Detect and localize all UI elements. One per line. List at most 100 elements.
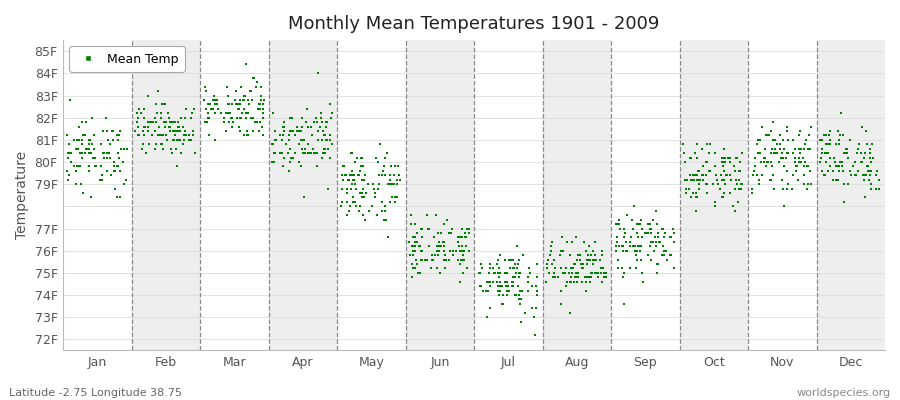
Point xyxy=(773,146,788,152)
Point xyxy=(751,137,765,143)
Point xyxy=(717,181,732,187)
Point xyxy=(422,243,436,250)
Point xyxy=(491,283,505,289)
Point xyxy=(686,190,700,196)
Point xyxy=(301,141,315,148)
Point xyxy=(858,150,872,156)
Point xyxy=(649,243,663,250)
Point xyxy=(419,212,434,218)
Point xyxy=(155,101,169,108)
Point xyxy=(237,132,251,139)
Point xyxy=(294,128,309,134)
Point xyxy=(772,159,787,165)
Point xyxy=(301,123,315,130)
Point xyxy=(169,137,184,143)
Point xyxy=(788,159,803,165)
Point xyxy=(390,181,404,187)
Point xyxy=(835,163,850,170)
Point xyxy=(780,168,795,174)
Point xyxy=(230,101,245,108)
Point xyxy=(821,141,835,148)
Point xyxy=(547,256,562,263)
Point xyxy=(130,123,145,130)
Point xyxy=(544,239,559,245)
Point xyxy=(823,141,837,148)
Point xyxy=(693,176,707,183)
Point xyxy=(283,159,297,165)
Point xyxy=(207,92,221,99)
Point xyxy=(200,119,214,125)
Point xyxy=(334,203,348,210)
Point xyxy=(294,137,309,143)
Point xyxy=(500,292,514,298)
Point xyxy=(226,119,240,125)
Point xyxy=(252,128,266,134)
Point xyxy=(201,114,215,121)
Point xyxy=(436,221,451,227)
Point xyxy=(700,141,715,148)
Point xyxy=(542,270,556,276)
Point xyxy=(633,248,647,254)
Point xyxy=(753,137,768,143)
Point xyxy=(715,154,729,161)
Point xyxy=(516,252,530,258)
Point xyxy=(379,216,393,223)
Point xyxy=(857,176,871,183)
Point xyxy=(719,172,733,178)
Point xyxy=(216,119,230,125)
Point xyxy=(310,119,325,125)
Point xyxy=(276,123,291,130)
Point xyxy=(68,181,83,187)
Point xyxy=(690,194,705,201)
Point xyxy=(105,137,120,143)
Point xyxy=(288,132,302,139)
Point xyxy=(588,270,602,276)
Point xyxy=(130,110,145,116)
Point xyxy=(683,172,698,178)
Point xyxy=(496,301,510,307)
Point xyxy=(644,243,658,250)
Point xyxy=(420,256,435,263)
Point xyxy=(158,123,173,130)
Point xyxy=(142,119,157,125)
Point xyxy=(87,163,102,170)
Point xyxy=(521,287,535,294)
Point xyxy=(518,310,532,316)
Point xyxy=(241,132,256,139)
Point xyxy=(414,225,428,232)
Point xyxy=(86,146,101,152)
Point xyxy=(799,186,814,192)
Point xyxy=(237,92,251,99)
Point xyxy=(161,110,176,116)
Point xyxy=(220,110,235,116)
Point xyxy=(457,230,472,236)
Point xyxy=(232,123,247,130)
Point xyxy=(726,163,741,170)
Point xyxy=(512,270,526,276)
Point xyxy=(373,141,387,148)
Point xyxy=(732,176,746,183)
Point xyxy=(523,270,537,276)
Point xyxy=(841,181,855,187)
Point xyxy=(314,110,328,116)
Point xyxy=(139,150,153,156)
Point xyxy=(266,159,280,165)
Point xyxy=(62,141,77,148)
Point xyxy=(236,97,250,103)
Point xyxy=(319,119,333,125)
Point xyxy=(377,208,392,214)
Point xyxy=(554,234,569,240)
Point xyxy=(414,248,428,254)
Point xyxy=(565,239,580,245)
Point xyxy=(860,141,874,148)
Y-axis label: Temperature: Temperature xyxy=(15,151,29,239)
Point xyxy=(318,150,332,156)
Point xyxy=(543,252,557,258)
Point xyxy=(492,283,507,289)
Point xyxy=(431,230,446,236)
Point xyxy=(440,216,454,223)
Point xyxy=(371,186,385,192)
Point xyxy=(288,150,302,156)
Point xyxy=(436,248,451,254)
Point xyxy=(251,101,266,108)
